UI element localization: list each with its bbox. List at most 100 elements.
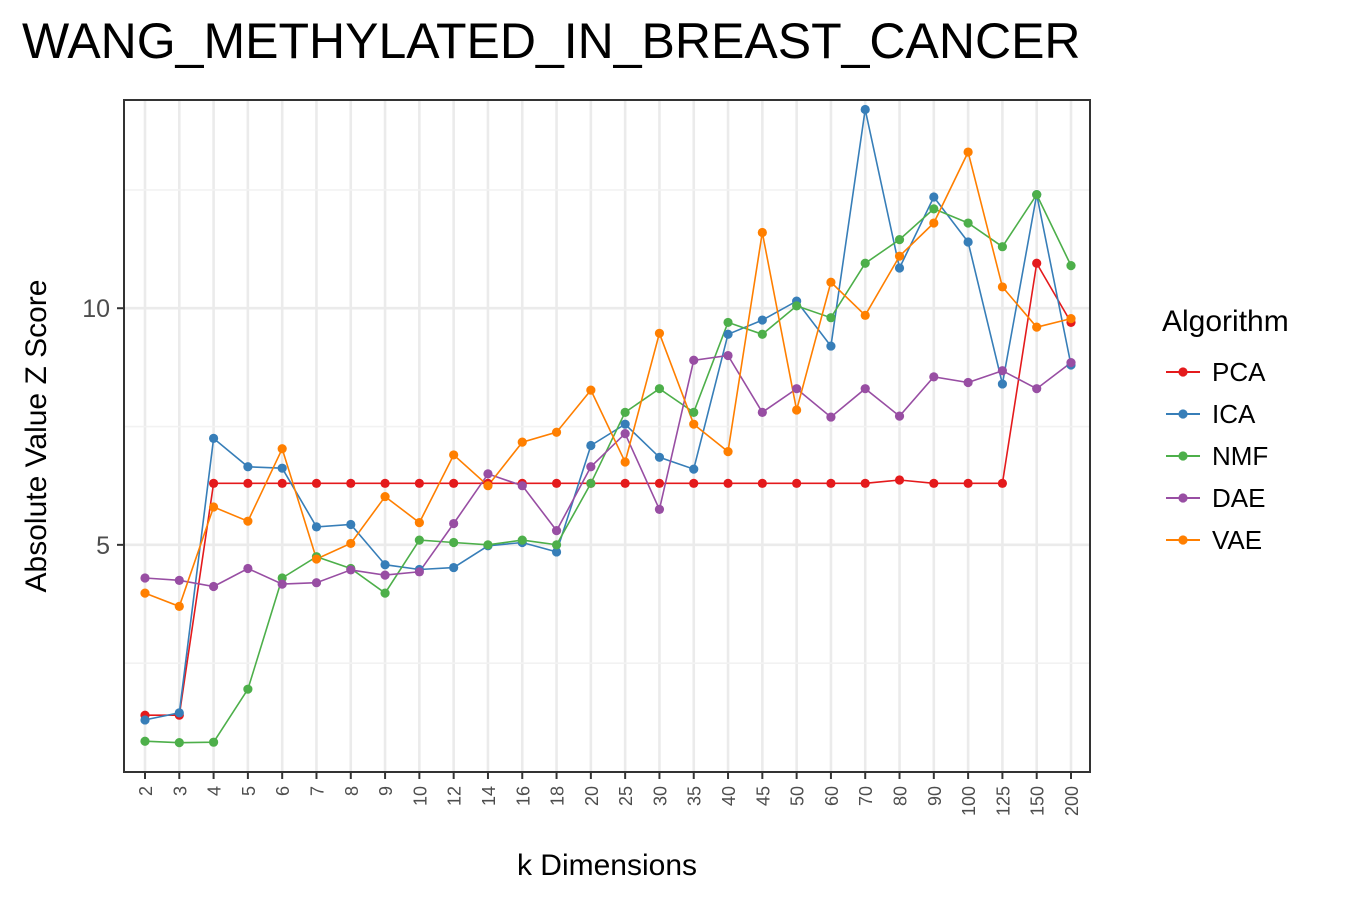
data-point-dae <box>894 411 905 421</box>
data-point-ica <box>449 562 459 573</box>
data-point-dae <box>1066 358 1076 368</box>
x-tick-label: 60 <box>822 786 842 806</box>
series-line-dae <box>144 354 1072 588</box>
legend-item-dae: DAE <box>1162 477 1289 519</box>
data-point-nmf <box>654 384 665 394</box>
data-point-pca <box>963 478 973 488</box>
x-tick-label: 25 <box>616 786 636 806</box>
data-point-dae <box>929 372 939 382</box>
data-point-ica <box>380 560 390 570</box>
data-point-nmf <box>449 537 459 548</box>
legend-label: NMF <box>1212 440 1269 471</box>
data-point-ica <box>997 379 1008 389</box>
data-point-pca <box>689 478 699 488</box>
x-tick-label: 200 <box>1062 786 1082 816</box>
data-point-dae <box>346 565 356 575</box>
data-point-vae <box>551 427 562 437</box>
data-point-nmf <box>792 301 802 311</box>
data-point-dae <box>1032 384 1042 394</box>
chart-title: WANG_METHYLATED_IN_BREAST_CANCER <box>22 13 1081 69</box>
data-point-nmf <box>140 736 150 746</box>
data-point-dae <box>380 570 390 580</box>
data-point-dae <box>551 526 562 536</box>
x-tick-label: 70 <box>856 786 876 806</box>
data-point-ica <box>208 433 219 443</box>
data-point-nmf <box>414 535 424 545</box>
legend-key <box>1162 488 1202 508</box>
data-point-dae <box>517 481 527 491</box>
legend-label: DAE <box>1212 482 1266 513</box>
data-point-pca <box>997 478 1008 488</box>
data-point-pca <box>346 478 356 488</box>
data-point-nmf <box>380 588 390 598</box>
x-tick-label: 16 <box>513 786 533 806</box>
legend-item-nmf: NMF <box>1162 435 1289 477</box>
data-point-ica <box>243 462 253 472</box>
data-point-vae <box>140 588 150 598</box>
data-point-vae <box>929 218 939 228</box>
data-point-dae <box>826 412 836 422</box>
data-point-dae <box>586 462 596 472</box>
data-point-pca <box>311 478 322 488</box>
data-point-vae <box>689 419 699 429</box>
data-point-pca <box>929 478 939 488</box>
data-point-dae <box>860 384 870 394</box>
data-point-nmf <box>586 478 596 488</box>
data-point-ica <box>174 708 184 718</box>
legend-key-point <box>1178 493 1188 503</box>
data-point-vae <box>860 310 870 320</box>
data-point-vae <box>311 554 322 564</box>
data-point-ica <box>723 329 733 339</box>
data-point-pca <box>380 478 390 488</box>
data-point-ica <box>894 263 905 273</box>
data-point-ica <box>620 419 630 429</box>
legend-key <box>1162 362 1202 382</box>
x-tick-label: 5 <box>239 786 259 796</box>
data-point-nmf <box>997 242 1008 252</box>
x-tick-label: 20 <box>582 786 602 806</box>
plot-panel-border <box>123 99 1091 773</box>
data-point-vae <box>792 405 802 415</box>
data-point-nmf <box>689 407 699 417</box>
data-point-vae <box>723 447 733 457</box>
data-point-vae <box>277 444 287 454</box>
x-tick-label: 30 <box>650 786 670 806</box>
legend-key <box>1162 446 1202 466</box>
data-point-pca <box>894 475 905 485</box>
data-point-nmf <box>620 407 630 417</box>
data-point-pca <box>826 478 836 488</box>
x-tick-label: 150 <box>1028 786 1048 816</box>
series-lines <box>144 109 1072 744</box>
series-line-vae <box>144 149 1072 608</box>
data-point-pca <box>277 478 287 488</box>
data-point-pca <box>757 478 767 488</box>
legend-item-pca: PCA <box>1162 351 1289 393</box>
data-point-vae <box>380 491 390 502</box>
data-point-pca <box>860 478 870 488</box>
x-tick-label: 45 <box>753 786 773 806</box>
data-point-pca <box>414 478 424 488</box>
data-point-dae <box>277 579 287 589</box>
data-point-ica <box>346 519 356 530</box>
data-point-dae <box>757 407 767 417</box>
data-point-vae <box>757 227 767 238</box>
x-tick-label: 9 <box>376 786 396 796</box>
data-point-ica <box>586 440 596 451</box>
data-point-vae <box>243 516 253 526</box>
data-point-dae <box>174 575 184 585</box>
data-point-dae <box>449 518 459 529</box>
data-point-vae <box>414 518 424 528</box>
data-point-dae <box>414 567 424 577</box>
legend: Algorithm PCA ICA NMF DAE VAE <box>1162 305 1289 561</box>
y-tick-label: 10 <box>82 295 110 323</box>
x-tick-label: 7 <box>307 786 327 796</box>
data-point-nmf <box>963 218 973 228</box>
data-point-dae <box>243 563 253 574</box>
data-point-nmf <box>1066 261 1076 271</box>
data-point-ica <box>860 104 870 115</box>
data-point-ica <box>654 452 665 462</box>
legend-label: ICA <box>1212 398 1256 429</box>
legend-key <box>1162 530 1202 550</box>
data-point-nmf <box>208 737 219 747</box>
